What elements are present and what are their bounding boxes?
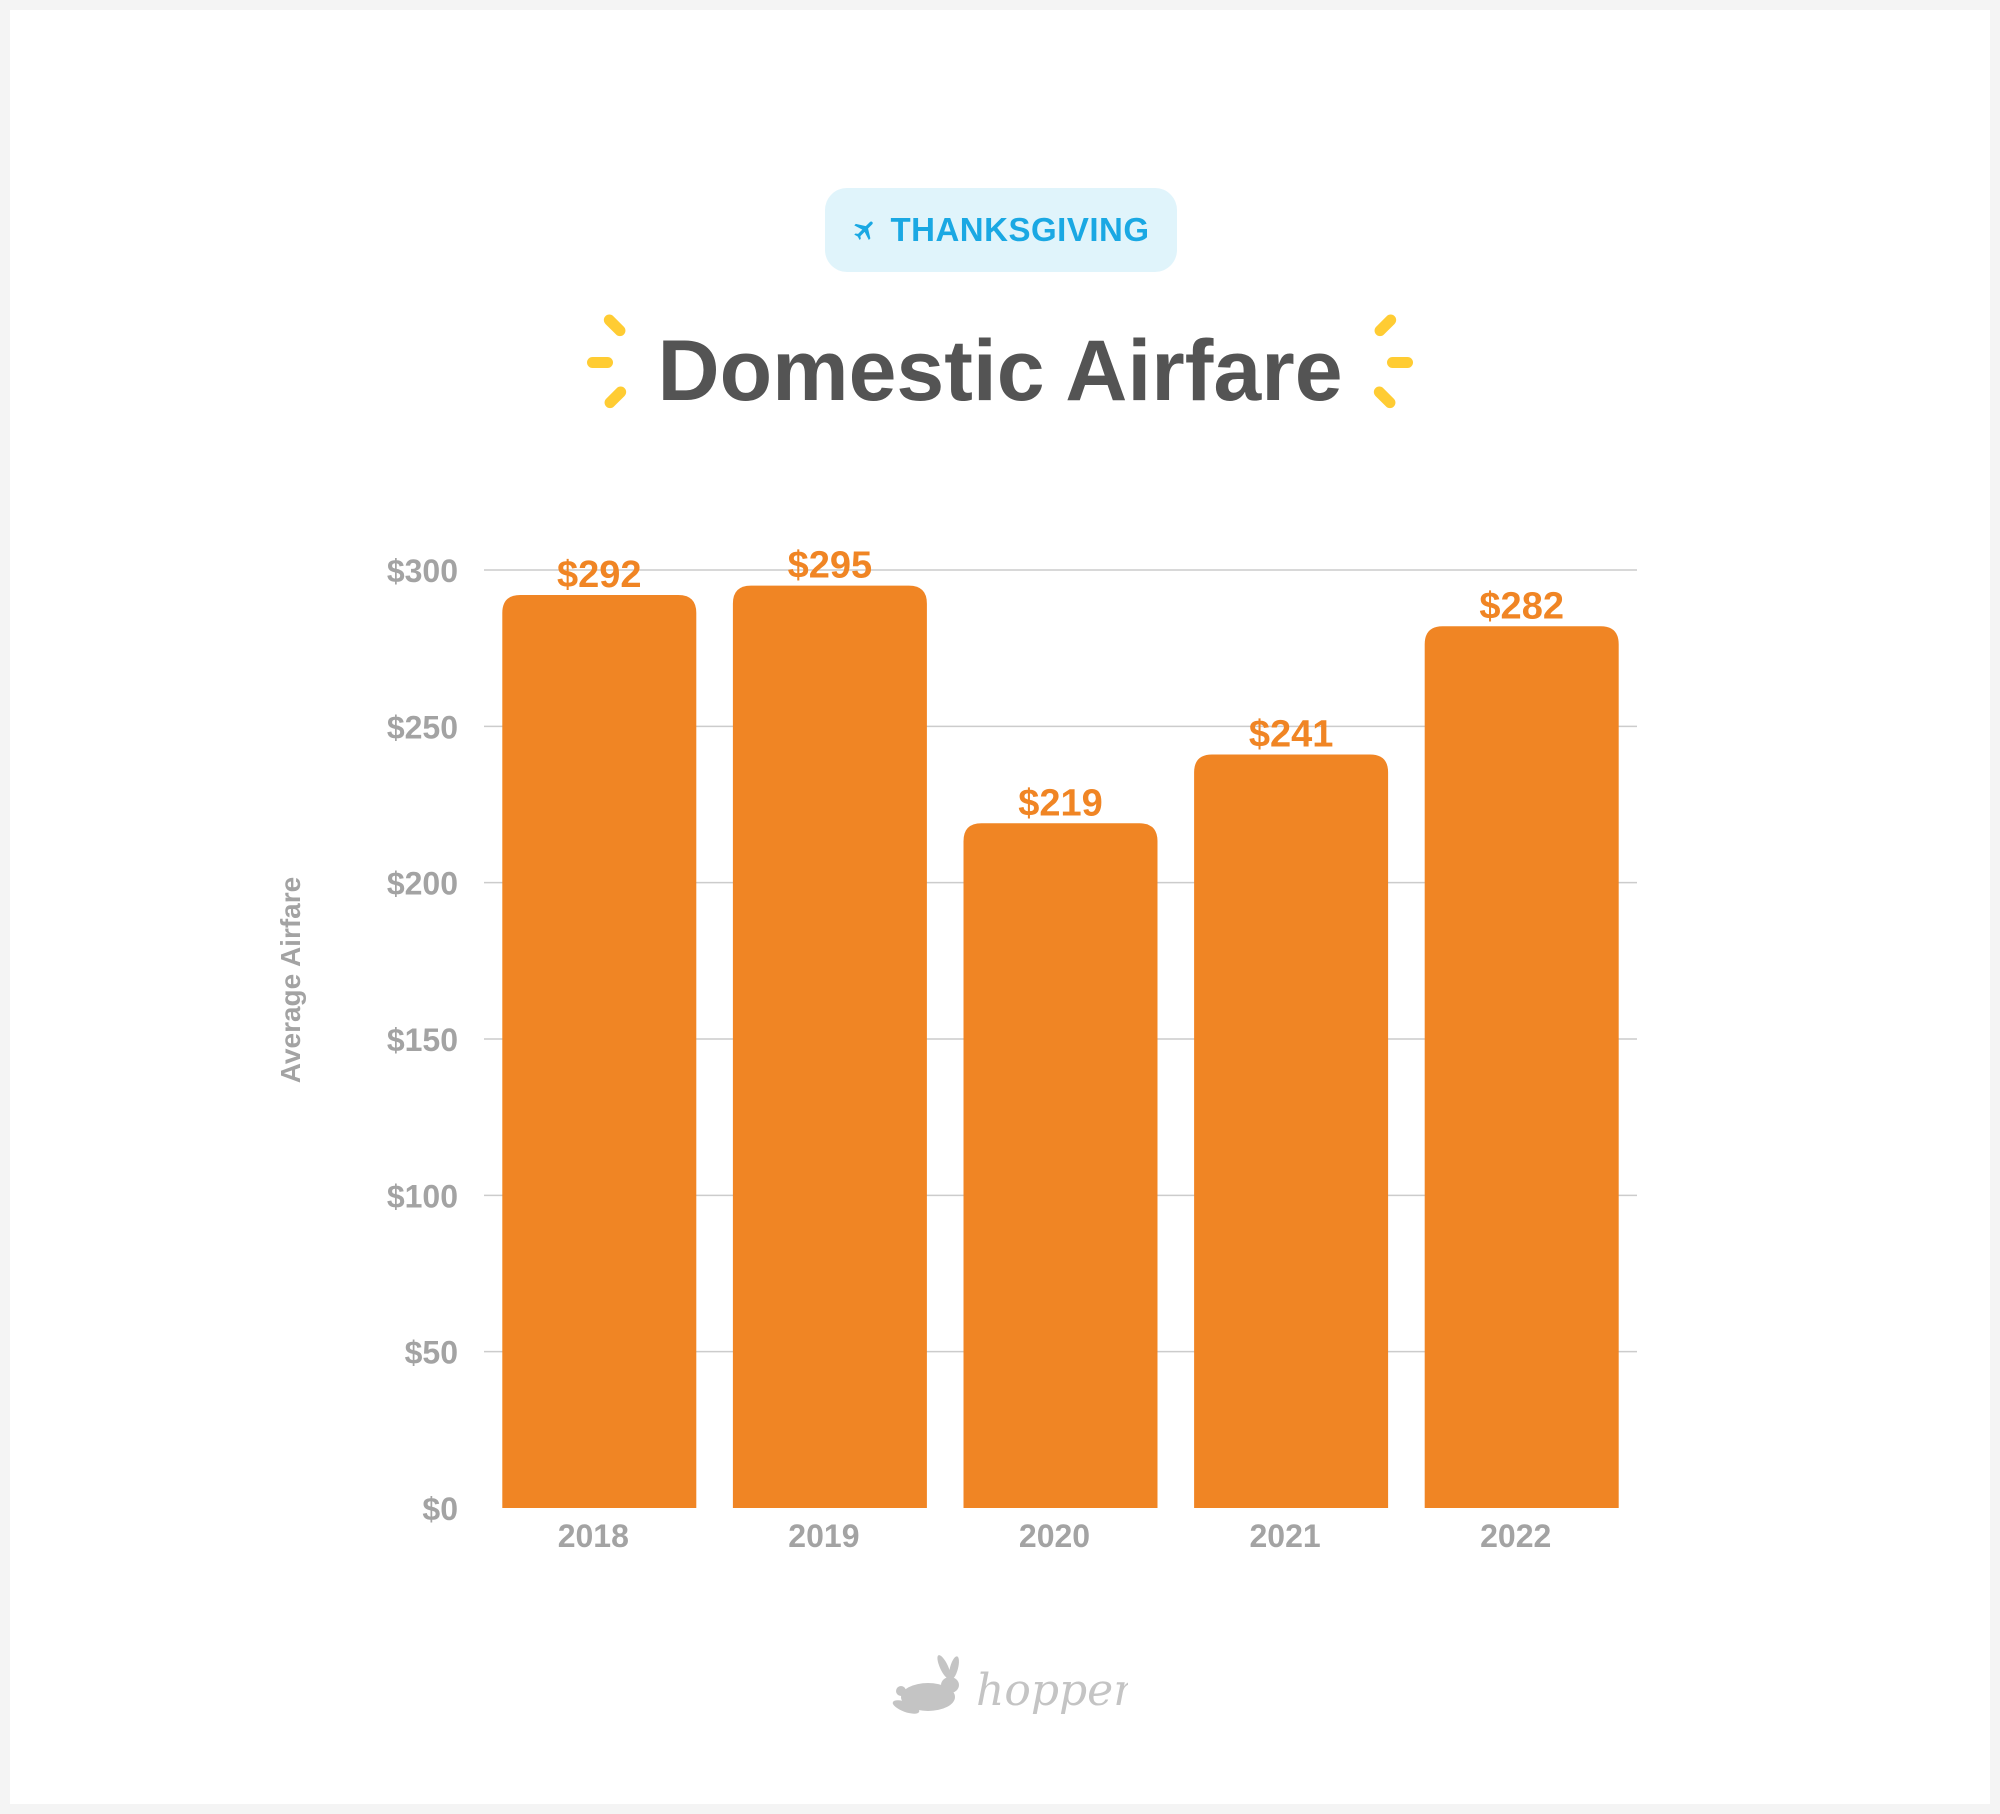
bar <box>1424 626 1619 1508</box>
airplane-icon <box>854 221 874 240</box>
y-axis: $0 $50 $100 $150 $200 $250 $300 <box>387 553 458 1527</box>
sparkle-left-icon <box>587 314 627 409</box>
x-axis: 2018 2019 2020 2021 2022 <box>558 1518 1552 1554</box>
bar <box>502 595 697 1508</box>
bar <box>1194 754 1389 1508</box>
sparkle-right-icon <box>1373 314 1413 409</box>
y-tick-label: $250 <box>387 709 458 745</box>
thanksgiving-badge: THANKSGIVING <box>825 188 1177 272</box>
bunny-icon <box>892 1655 959 1714</box>
y-tick-label: $200 <box>387 866 458 902</box>
hopper-logo: hopper <box>888 1655 1137 1730</box>
data-label: $295 <box>788 545 873 587</box>
bar <box>963 823 1158 1508</box>
data-label: $292 <box>557 554 642 596</box>
bars <box>502 585 1619 1508</box>
x-tick-label: 2019 <box>788 1518 859 1554</box>
y-tick-label: $150 <box>387 1022 458 1058</box>
x-tick-label: 2022 <box>1480 1518 1551 1554</box>
y-tick-label: $300 <box>387 553 458 589</box>
x-tick-label: 2018 <box>558 1518 629 1554</box>
data-label: $241 <box>1249 713 1334 755</box>
data-label: $282 <box>1479 585 1564 627</box>
y-tick-label: $0 <box>422 1491 458 1527</box>
y-tick-label: $100 <box>387 1178 458 1214</box>
page-title: Domestic Airfare <box>657 323 1343 419</box>
x-tick-label: 2020 <box>1019 1518 1090 1554</box>
data-label: $219 <box>1018 782 1103 824</box>
bar <box>732 585 927 1508</box>
y-tick-label: $50 <box>405 1335 458 1371</box>
logo-text: hopper <box>976 1665 1128 1716</box>
value-labels: $292 $295 $219 $241 $282 <box>557 545 1564 825</box>
y-axis-label: Average Airfare <box>275 877 306 1083</box>
x-tick-label: 2021 <box>1250 1518 1321 1554</box>
badge-label: THANKSGIVING <box>890 211 1150 248</box>
